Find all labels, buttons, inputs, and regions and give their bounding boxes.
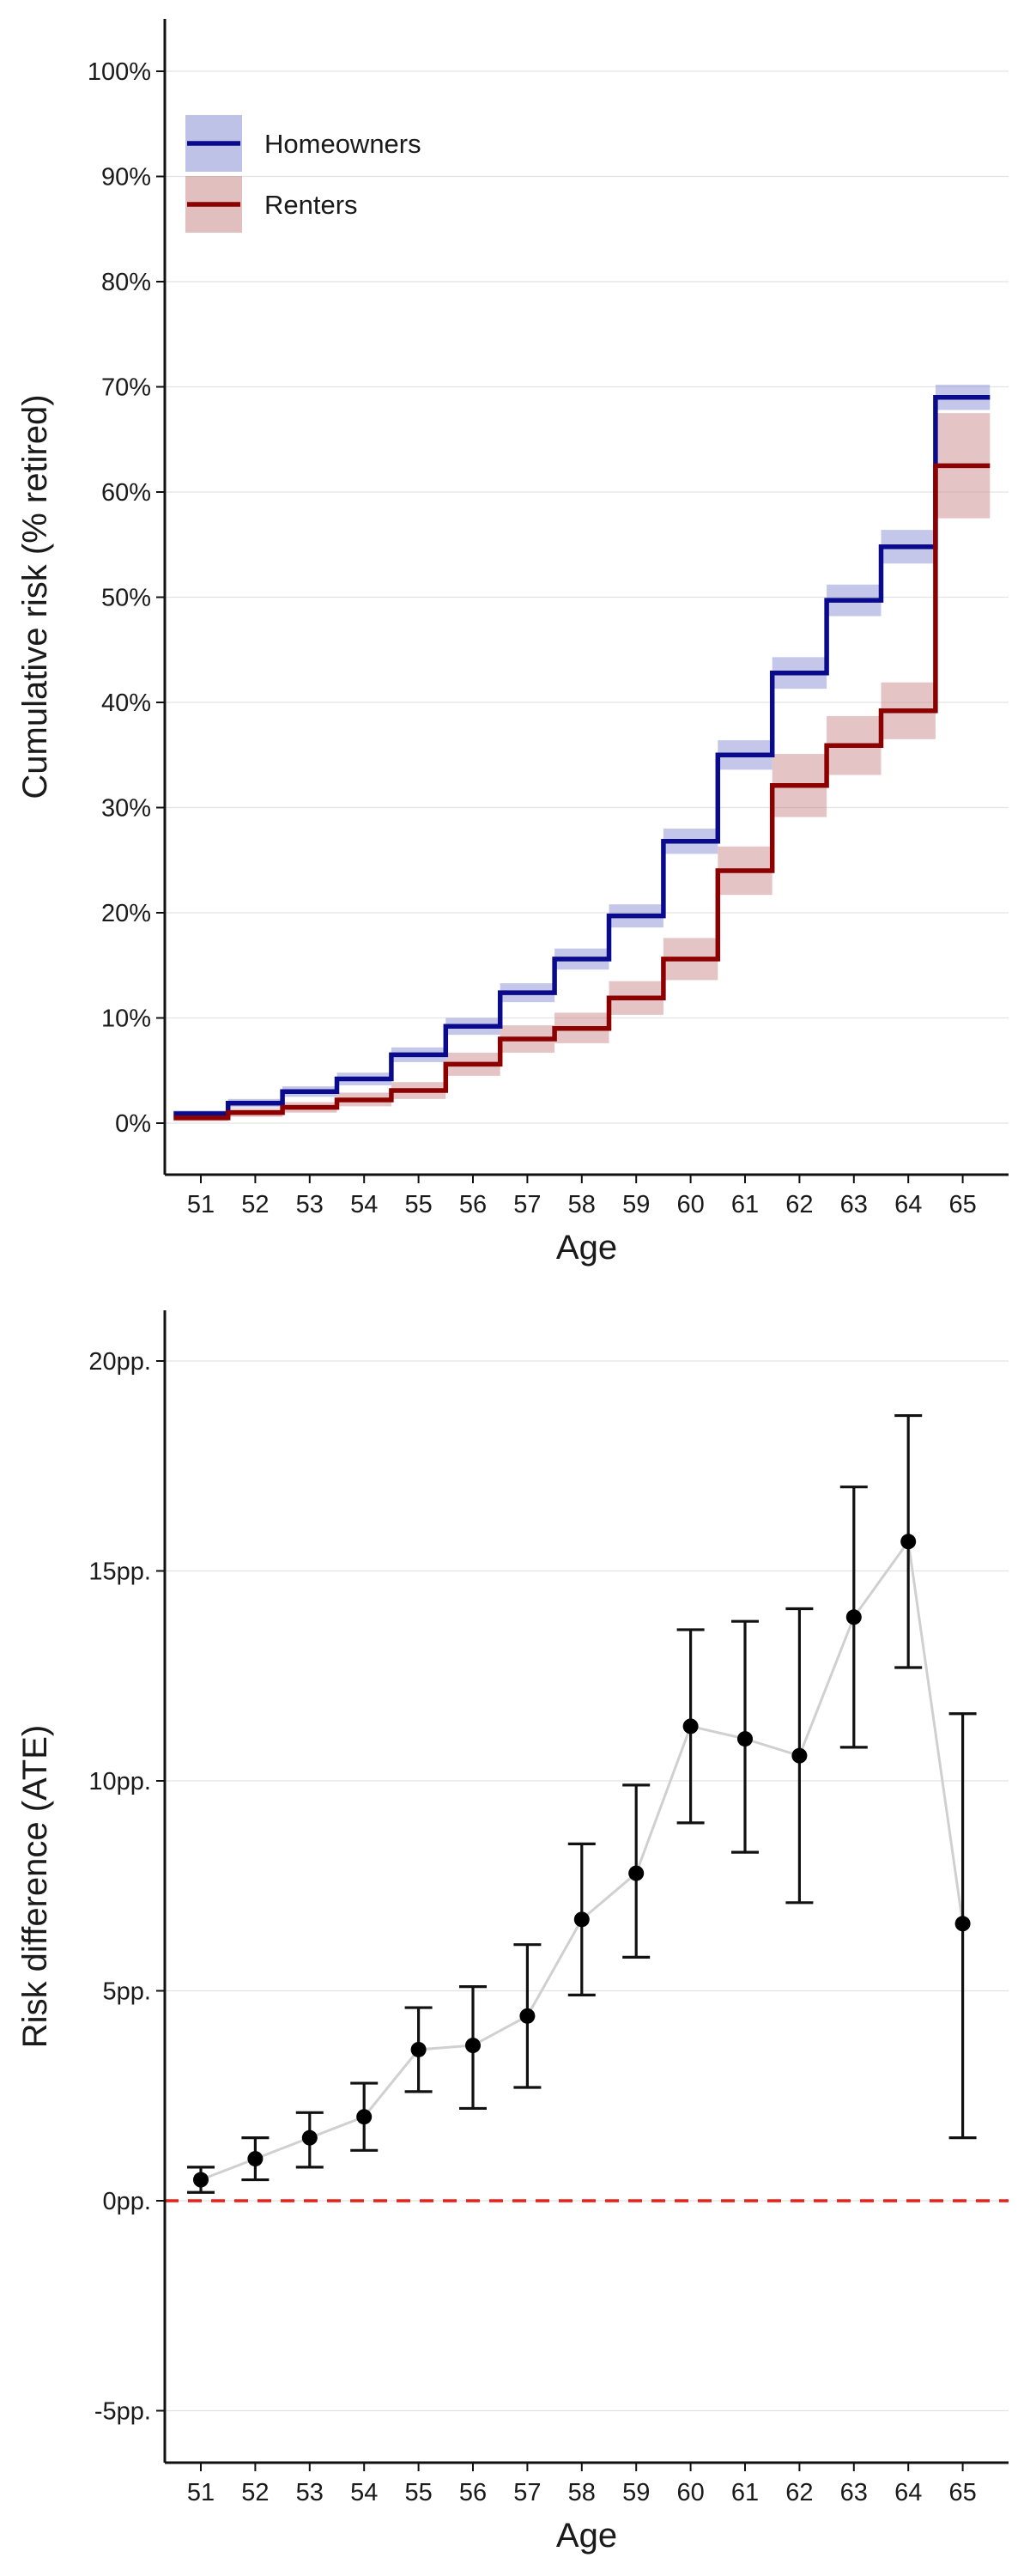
top-y-tick-label: 30%	[101, 795, 151, 823]
top-x-tick-label: 64	[894, 1191, 922, 1218]
bottom-y-tick-label: 20pp.	[88, 1348, 151, 1376]
top-x-tick-label: 56	[459, 1191, 487, 1218]
bottom-x-tick-label: 51	[187, 2479, 215, 2506]
risk-difference-chart: -5pp. 0pp. 5pp. 10pp. 15pp. 20pp. 51 52 53 54 55 56…	[16, 1310, 1009, 2555]
cumulative-risk-chart: 0% 10% 20% 30% 40% 50% 60% 70% 80% 90% 100% 51 52 53 5…	[16, 19, 1009, 1267]
bottom-y-axis-title: Risk difference (ATE)	[16, 1725, 54, 2048]
top-x-tick-label: 63	[840, 1191, 868, 1218]
top-legend: Homeowners Renters	[185, 115, 421, 233]
point-52	[247, 2151, 264, 2167]
point-62	[791, 1747, 808, 1764]
bottom-x-tick-label: 61	[731, 2479, 759, 2506]
bottom-x-tick-label: 54	[350, 2479, 378, 2506]
bottom-x-tick-label: 56	[459, 2479, 487, 2506]
top-x-tick-label: 60	[676, 1191, 704, 1218]
top-y-tick-label: 0%	[115, 1110, 151, 1138]
top-x-tick-label: 54	[350, 1191, 378, 1218]
point-63	[845, 1609, 862, 1625]
bottom-y-tick-label: 5pp.	[103, 1978, 151, 2006]
top-x-tick-label: 57	[513, 1191, 541, 1218]
bottom-x-tick-label: 62	[785, 2479, 813, 2506]
top-x-tick-label: 51	[187, 1191, 215, 1218]
point-58	[573, 1911, 590, 1928]
point-54	[356, 2109, 373, 2125]
point-53	[301, 2129, 318, 2146]
bottom-y-tick-label: 0pp.	[103, 2188, 151, 2215]
bottom-y-tick-label: 10pp.	[88, 1768, 151, 1795]
step-line-renters	[173, 463, 991, 1121]
top-y-axis-title: Cumulative risk (% retired)	[16, 394, 54, 799]
top-y-tick-label: 90%	[101, 164, 151, 191]
step-line-homeowners	[173, 395, 991, 1116]
top-x-tick-label: 55	[404, 1191, 432, 1218]
top-confidence-bands	[173, 385, 991, 1121]
point-60	[682, 1718, 699, 1735]
top-x-tick-label: 61	[731, 1191, 759, 1218]
top-y-tick-label: 40%	[101, 690, 151, 717]
bottom-error-bars	[187, 1413, 977, 2194]
bottom-x-tick-label: 58	[568, 2479, 596, 2506]
bottom-axes: -5pp. 0pp. 5pp. 10pp. 15pp. 20pp. 51 52 53 54 55 56…	[88, 1310, 1009, 2506]
top-y-tick-label: 60%	[101, 479, 151, 507]
top-y-tick-label: 20%	[101, 900, 151, 927]
bottom-x-tick-label: 63	[840, 2479, 868, 2506]
bottom-x-tick-label: 53	[296, 2479, 324, 2506]
bottom-gridlines	[165, 1360, 1009, 2412]
top-y-tick-label: 80%	[101, 269, 151, 296]
bottom-x-tick-label: 55	[404, 2479, 432, 2506]
top-x-tick-label: 52	[241, 1191, 269, 1218]
point-65	[954, 1916, 971, 1932]
top-x-tick-label: 58	[568, 1191, 596, 1218]
bottom-y-tick-label: 15pp.	[88, 1558, 151, 1586]
top-x-tick-label: 62	[785, 1191, 813, 1218]
point-56	[465, 2038, 481, 2054]
top-step-lines	[173, 395, 991, 1121]
bottom-y-tick-label: -5pp.	[94, 2398, 151, 2426]
point-61	[737, 1731, 753, 1747]
top-gridlines	[165, 70, 1009, 1124]
top-axes: 0% 10% 20% 30% 40% 50% 60% 70% 80% 90% 100% 51 52 53 5…	[88, 19, 1009, 1218]
point-57	[519, 2008, 536, 2024]
point-55	[410, 2041, 427, 2057]
bottom-x-tick-label: 52	[241, 2479, 269, 2506]
top-y-tick-label: 10%	[101, 1005, 151, 1033]
bottom-x-tick-label: 65	[948, 2479, 976, 2506]
bottom-x-tick-label: 59	[622, 2479, 650, 2506]
top-y-tick-label: 70%	[101, 374, 151, 402]
bottom-x-tick-label: 60	[676, 2479, 704, 2506]
top-x-tick-label: 59	[622, 1191, 650, 1218]
point-59	[628, 1865, 645, 1881]
bottom-x-axis-title: Age	[556, 2517, 617, 2555]
bottom-points	[193, 1534, 971, 2188]
legend-label-homeowners: Homeowners	[264, 129, 421, 159]
legend-label-renters: Renters	[264, 190, 358, 220]
top-x-tick-label: 53	[296, 1191, 324, 1218]
bottom-x-tick-label: 64	[894, 2479, 922, 2506]
top-x-tick-label: 65	[948, 1191, 976, 1218]
top-y-tick-label: 50%	[101, 585, 151, 612]
point-64	[900, 1534, 917, 1550]
point-51	[193, 2172, 209, 2188]
top-x-axis-title: Age	[556, 1229, 617, 1267]
bottom-x-tick-label: 57	[513, 2479, 541, 2506]
top-y-tick-label: 100%	[88, 58, 151, 86]
